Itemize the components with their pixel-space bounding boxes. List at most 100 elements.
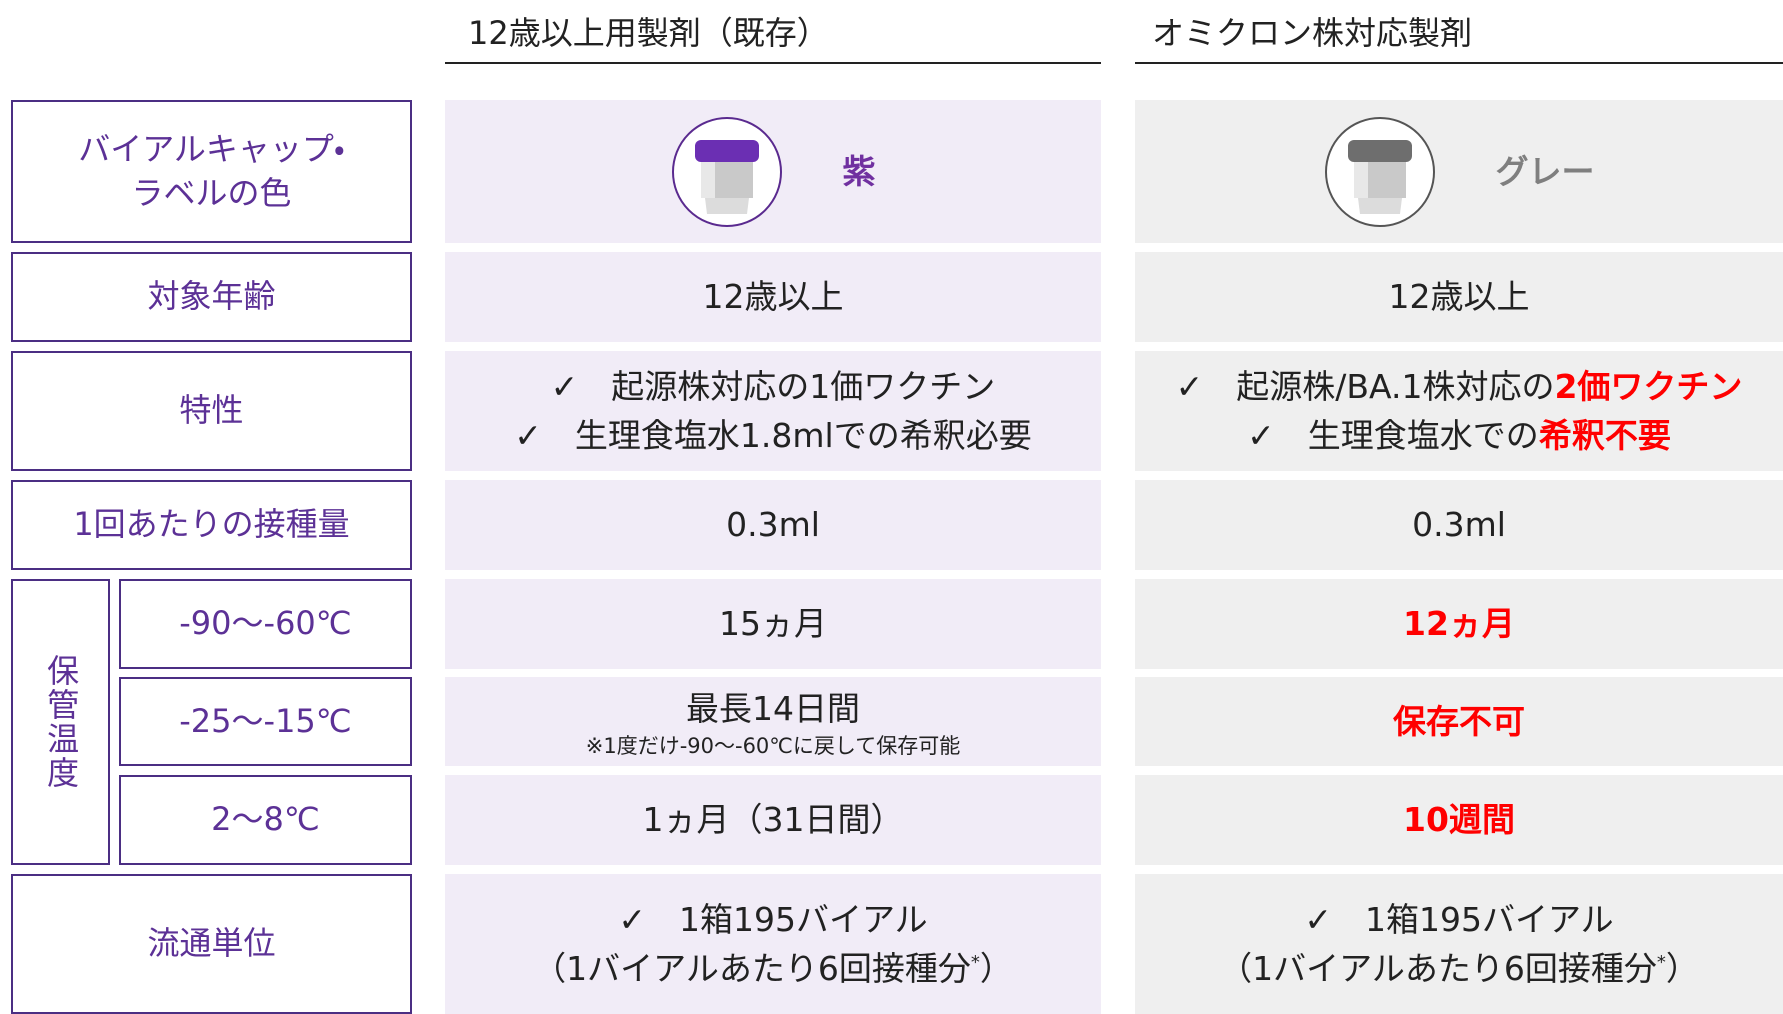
text-segment: 1ヵ月（31日間） [642, 800, 904, 840]
label-line: ラベルの色 [131, 173, 292, 212]
text-line: 最長14日間 [586, 684, 961, 734]
row-label: 特性 [11, 351, 412, 471]
text-segment: 12歳以上 [702, 277, 844, 317]
text-segment: 0.3ml [1412, 505, 1506, 545]
cell-text: ✓ 1箱195バイアル （1バイアルあたり6回接種分*） [533, 895, 1013, 994]
text-line: ※1度だけ-90～-60℃に戻して保存可能 [586, 734, 961, 759]
cell-text: ✓ 1箱195バイアル （1バイアルあたり6回接種分*） [1219, 895, 1699, 994]
label-line: 1回あたりの接種量 [73, 505, 350, 544]
cell-text: 保存不可 [1393, 697, 1525, 747]
table-cell: 紫 [445, 100, 1101, 243]
text-segment: ✓ 起源株対応の1価ワクチン [550, 366, 996, 406]
text-line: 12ヵ月 [1403, 599, 1515, 649]
label-line: 2～8℃ [211, 800, 320, 839]
text-segment: （1バイアルあたり6回接種分 [1219, 949, 1657, 988]
table-cell: 12歳以上 [445, 252, 1101, 342]
text-line: 15ヵ月 [719, 599, 827, 649]
column-header: 12歳以上用製剤（既存） [468, 14, 829, 52]
text-segment: * [1656, 952, 1666, 973]
text-line: （1バイアルあたり6回接種分*） [1219, 944, 1699, 994]
text-line: 12歳以上 [1389, 272, 1530, 322]
table-cell: ✓ 1箱195バイアル （1バイアルあたり6回接種分*） [445, 874, 1101, 1014]
vial-icon [671, 116, 782, 227]
row-label: 流通単位 [11, 874, 412, 1014]
icon-row: グレー [1324, 116, 1595, 228]
text-line: ✓ 1箱195バイアル [533, 895, 1013, 945]
text-line: 紫 [843, 147, 876, 197]
label-line: -90～-60℃ [179, 604, 352, 643]
table-cell: ✓ 起源株/BA.1株対応の2価ワクチン ✓ 生理食塩水での希釈不要 [1135, 351, 1783, 471]
text-segment: ✓ 1箱195バイアル [618, 899, 928, 939]
text-line: 0.3ml [1412, 500, 1506, 550]
text-segment: ※1度だけ-90～-60℃に戻して保存可能 [585, 733, 961, 758]
text-segment: 2価ワクチン [1554, 366, 1743, 406]
text-segment: 0.3ml [726, 505, 820, 545]
label-line: 特性 [179, 391, 244, 430]
label-line: 対象年齢 [147, 277, 276, 316]
text-segment: ） [1665, 949, 1699, 988]
row-label: -90～-60℃ [119, 579, 412, 669]
cell-text: 紫 [843, 147, 876, 197]
table-cell: ✓ 1箱195バイアル （1バイアルあたり6回接種分*） [1135, 874, 1783, 1014]
text-segment: ） [979, 949, 1013, 988]
cell-text: 0.3ml [726, 500, 820, 550]
label-line: 保管温度 [42, 654, 81, 790]
table-cell: ✓ 起源株対応の1価ワクチン ✓ 生理食塩水1.8mlでの希釈必要 [445, 351, 1101, 471]
cell-text: ✓ 起源株/BA.1株対応の2価ワクチン ✓ 生理食塩水での希釈不要 [1176, 362, 1743, 461]
text-segment: 10週間 [1403, 800, 1515, 840]
text-segment: 15ヵ月 [719, 604, 827, 644]
text-segment: ✓ 起源株/BA.1株対応の [1175, 366, 1555, 406]
table-cell: 12ヵ月 [1135, 579, 1783, 669]
cell-text: 1ヵ月（31日間） [643, 795, 904, 845]
row-label: -25～-15℃ [119, 677, 412, 766]
cell-text: 12歳以上 [1389, 272, 1530, 322]
text-segment: 12歳以上 [1388, 277, 1530, 317]
table-cell: 最長14日間 ※1度だけ-90～-60℃に戻して保存可能 [445, 677, 1101, 766]
cell-text: ✓ 起源株対応の1価ワクチン ✓ 生理食塩水1.8mlでの希釈必要 [514, 362, 1031, 461]
text-segment: ✓ 1箱195バイアル [1304, 899, 1614, 939]
table-cell: 0.3ml [1135, 480, 1783, 570]
cell-text: グレー [1496, 147, 1595, 197]
text-line: ✓ 起源株/BA.1株対応の2価ワクチン [1176, 362, 1743, 412]
text-line: 保存不可 [1393, 697, 1525, 747]
icon-row: 紫 [671, 116, 876, 228]
text-line: ✓ 1箱195バイアル [1219, 895, 1699, 945]
cell-text: 最長14日間 ※1度だけ-90～-60℃に戻して保存可能 [586, 684, 961, 759]
column-header: オミクロン株対応製剤 [1152, 14, 1473, 52]
cell-text: 15ヵ月 [719, 599, 827, 649]
table-cell: 15ヵ月 [445, 579, 1101, 669]
row-label: 2～8℃ [119, 775, 412, 865]
text-segment: 12ヵ月 [1403, 604, 1515, 644]
label-line: -25～-15℃ [179, 701, 352, 740]
cell-text: 10週間 [1403, 795, 1515, 845]
row-label: 1回あたりの接種量 [11, 480, 412, 570]
text-line: 0.3ml [726, 500, 820, 550]
table-cell: 12歳以上 [1135, 252, 1783, 342]
table-cell: グレー [1135, 100, 1783, 243]
vial-icon [1324, 116, 1435, 227]
cell-text: 12歳以上 [703, 272, 844, 322]
text-line: 10週間 [1403, 795, 1515, 845]
text-segment: * [970, 952, 980, 973]
text-segment: （1バイアルあたり6回接種分 [533, 949, 971, 988]
text-line: ✓ 生理食塩水1.8mlでの希釈必要 [514, 411, 1031, 461]
label-line: バイアルキャップ・ [78, 130, 345, 169]
text-line: ✓ 生理食塩水での希釈不要 [1176, 411, 1743, 461]
cell-text: 0.3ml [1412, 500, 1506, 550]
table-cell: 0.3ml [445, 480, 1101, 570]
text-segment: 保存不可 [1393, 701, 1525, 741]
text-line: （1バイアルあたり6回接種分*） [533, 944, 1013, 994]
table-cell: 1ヵ月（31日間） [445, 775, 1101, 865]
row-label: バイアルキャップ・ ラベルの色 [11, 100, 412, 243]
label-line: 流通単位 [147, 924, 276, 963]
text-segment: 希釈不要 [1538, 416, 1671, 455]
header-underline [445, 62, 1101, 64]
text-segment: グレー [1495, 151, 1595, 191]
text-line: 1ヵ月（31日間） [643, 795, 904, 845]
row-label: 対象年齢 [11, 252, 412, 342]
table-cell: 10週間 [1135, 775, 1783, 865]
table-cell: 保存不可 [1135, 677, 1783, 766]
text-line: 12歳以上 [703, 272, 844, 322]
text-segment: 紫 [842, 151, 876, 191]
